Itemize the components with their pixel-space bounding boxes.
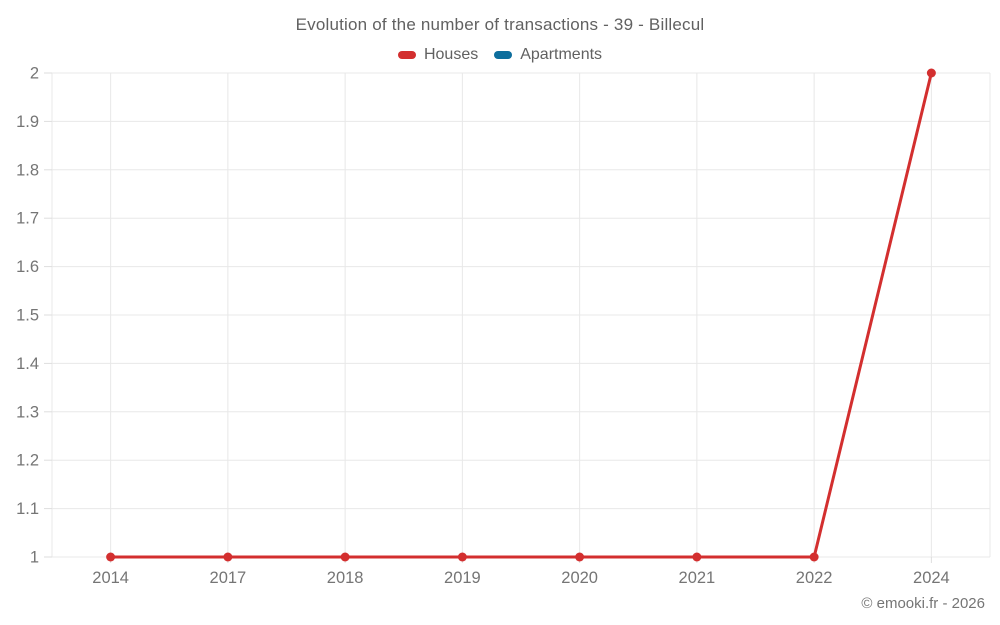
x-axis-tick-label: 2021 — [679, 569, 716, 587]
data-point[interactable] — [809, 552, 819, 562]
y-axis-tick-label: 1.8 — [16, 161, 39, 179]
copyright-text: © emooki.fr - 2026 — [861, 595, 985, 612]
y-axis-tick-label: 1.4 — [16, 355, 39, 373]
data-point[interactable] — [223, 552, 233, 562]
y-axis-tick-label: 1.6 — [16, 258, 39, 276]
x-axis-tick-label: 2017 — [210, 569, 247, 587]
x-axis-tick-label: 2014 — [92, 569, 129, 587]
data-point[interactable] — [575, 552, 585, 562]
y-axis-tick-label: 1.5 — [16, 307, 39, 325]
x-axis-tick-label: 2019 — [444, 569, 481, 587]
y-axis-tick-label: 1.9 — [16, 113, 39, 131]
data-point[interactable] — [926, 68, 936, 78]
y-axis-tick-label: 1 — [30, 549, 39, 567]
chart-legend: Houses Apartments — [0, 46, 1000, 64]
y-axis-tick-label: 1.2 — [16, 452, 39, 470]
data-point[interactable] — [106, 552, 116, 562]
y-axis-ticks — [44, 72, 52, 558]
x-axis-tick-label: 2022 — [796, 569, 833, 587]
data-point[interactable] — [340, 552, 350, 562]
horizontal-gridlines — [52, 72, 990, 558]
series-line — [109, 71, 933, 559]
data-point[interactable] — [692, 552, 702, 562]
y-axis-tick-label: 2 — [30, 65, 39, 83]
x-axis-tick-label: 2024 — [913, 569, 950, 587]
data-point[interactable] — [457, 552, 467, 562]
y-axis-labels: 1 1.1 1.2 1.3 1.4 1.5 1.6 1.7 1.8 1.9 2 — [16, 65, 39, 567]
chart-title: Evolution of the number of transactions … — [295, 15, 705, 34]
series-houses — [106, 68, 936, 562]
legend-label-apartments: Apartments — [520, 46, 603, 63]
legend-item-apartments[interactable]: Apartments — [494, 46, 602, 64]
y-axis-tick-label: 1.3 — [16, 403, 39, 421]
x-axis-tick-label: 2020 — [561, 569, 598, 587]
y-axis-tick-label: 1.1 — [16, 500, 39, 518]
x-axis-labels: 2014 2017 2018 2019 2020 2021 2022 2024 — [92, 569, 949, 587]
y-axis-tick-label: 1.7 — [16, 210, 39, 228]
apartments-series-swatch-icon — [494, 51, 513, 59]
legend-label-houses: Houses — [423, 46, 479, 63]
legend-item-houses[interactable]: Houses — [397, 46, 479, 64]
houses-series-swatch-icon — [397, 51, 416, 59]
x-axis-tick-label: 2018 — [327, 569, 364, 587]
